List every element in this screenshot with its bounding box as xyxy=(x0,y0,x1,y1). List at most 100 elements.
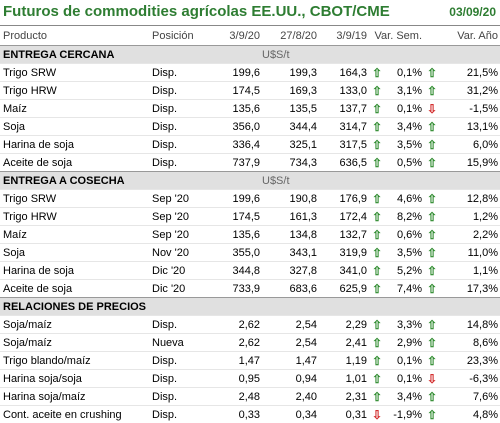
position: Disp. xyxy=(150,370,214,388)
trend-cell: ⇧ xyxy=(369,154,385,172)
trend-cell: ⇧ xyxy=(424,136,440,154)
col-header-last-week: 27/8/20 xyxy=(262,26,319,46)
arrow-up-icon: ⇧ xyxy=(427,264,437,278)
arrow-up-icon: ⇧ xyxy=(427,66,437,80)
price-current: 356,0 xyxy=(214,118,262,136)
arrow-up-icon: ⇧ xyxy=(372,66,382,80)
col-header-last-year: 3/9/19 xyxy=(319,26,369,46)
arrow-up-icon: ⇧ xyxy=(372,156,382,170)
trend-cell: ⇧ xyxy=(369,226,385,244)
price-current: 344,8 xyxy=(214,262,262,280)
week-change: 3,1% xyxy=(385,82,424,100)
product-name: Maíz xyxy=(0,226,150,244)
section-title: RELACIONES DE PRECIOS xyxy=(0,298,262,316)
price-current: 1,47 xyxy=(214,352,262,370)
trend-cell: ⇧ xyxy=(424,352,440,370)
price-current: 2,48 xyxy=(214,388,262,406)
week-change: 3,4% xyxy=(385,118,424,136)
week-change: 0,5% xyxy=(385,154,424,172)
price-current: 135,6 xyxy=(214,100,262,118)
price-last-week: 2,54 xyxy=(262,334,319,352)
trend-cell: ⇧ xyxy=(424,244,440,262)
trend-cell: ⇧ xyxy=(369,316,385,334)
position: Disp. xyxy=(150,388,214,406)
col-header-current: 3/9/20 xyxy=(214,26,262,46)
arrow-up-icon: ⇧ xyxy=(427,246,437,260)
arrow-up-icon: ⇧ xyxy=(427,84,437,98)
year-change: 23,3% xyxy=(440,352,500,370)
week-change: 5,2% xyxy=(385,262,424,280)
price-last-year: 341,0 xyxy=(319,262,369,280)
trend-cell: ⇧ xyxy=(424,226,440,244)
trend-cell: ⇧ xyxy=(424,64,440,82)
position: Disp. xyxy=(150,136,214,154)
trend-cell: ⇧ xyxy=(424,316,440,334)
position: Disp. xyxy=(150,100,214,118)
col-header-position: Posición xyxy=(150,26,214,46)
product-name: Aceite de soja xyxy=(0,154,150,172)
arrow-up-icon: ⇧ xyxy=(372,138,382,152)
trend-cell: ⇧ xyxy=(369,208,385,226)
position: Sep '20 xyxy=(150,190,214,208)
trend-cell: ⇧ xyxy=(369,280,385,298)
product-name: Harina soja/soja xyxy=(0,370,150,388)
header-row: Producto Posición 3/9/20 27/8/20 3/9/19 … xyxy=(0,26,500,46)
arrow-up-icon: ⇧ xyxy=(372,282,382,296)
price-current: 174,5 xyxy=(214,82,262,100)
price-current: 2,62 xyxy=(214,334,262,352)
price-current: 174,5 xyxy=(214,208,262,226)
trend-cell: ⇧ xyxy=(369,118,385,136)
trend-cell: ⇧ xyxy=(369,82,385,100)
year-change: 21,5% xyxy=(440,64,500,82)
price-current: 199,6 xyxy=(214,64,262,82)
price-last-week: 0,94 xyxy=(262,370,319,388)
year-change: 14,8% xyxy=(440,316,500,334)
title-bar: Futuros de commodities agrícolas EE.UU.,… xyxy=(0,0,500,26)
price-last-week: 327,8 xyxy=(262,262,319,280)
price-last-year: 317,5 xyxy=(319,136,369,154)
price-last-year: 625,9 xyxy=(319,280,369,298)
year-change: 8,6% xyxy=(440,334,500,352)
product-name: Soja/maíz xyxy=(0,334,150,352)
product-name: Trigo SRW xyxy=(0,190,150,208)
price-last-year: 176,9 xyxy=(319,190,369,208)
year-change: 2,2% xyxy=(440,226,500,244)
arrow-up-icon: ⇧ xyxy=(427,210,437,224)
price-last-week: 190,8 xyxy=(262,190,319,208)
trend-cell: ⇧ xyxy=(424,190,440,208)
section-header: RELACIONES DE PRECIOS xyxy=(0,298,500,316)
week-change: 7,4% xyxy=(385,280,424,298)
arrow-up-icon: ⇧ xyxy=(372,390,382,404)
product-name: Trigo HRW xyxy=(0,82,150,100)
week-change: 0,6% xyxy=(385,226,424,244)
product-name: Harina de soja xyxy=(0,262,150,280)
position: Disp. xyxy=(150,82,214,100)
price-last-year: 164,3 xyxy=(319,64,369,82)
arrow-up-icon: ⇧ xyxy=(372,192,382,206)
trend-cell: ⇧ xyxy=(369,370,385,388)
futures-table: Producto Posición 3/9/20 27/8/20 3/9/19 … xyxy=(0,26,500,423)
week-change: 0,1% xyxy=(385,64,424,82)
trend-cell: ⇧ xyxy=(369,262,385,280)
trend-cell: ⇧ xyxy=(369,244,385,262)
section-unit xyxy=(262,298,500,316)
product-name: Maíz xyxy=(0,100,150,118)
week-change: 0,1% xyxy=(385,100,424,118)
position: Nov '20 xyxy=(150,244,214,262)
price-last-week: 734,3 xyxy=(262,154,319,172)
trend-cell: ⇧ xyxy=(424,82,440,100)
price-last-year: 2,29 xyxy=(319,316,369,334)
year-change: -1,5% xyxy=(440,100,500,118)
arrow-up-icon: ⇧ xyxy=(372,318,382,332)
year-change: 17,3% xyxy=(440,280,500,298)
product-name: Soja/maíz xyxy=(0,316,150,334)
